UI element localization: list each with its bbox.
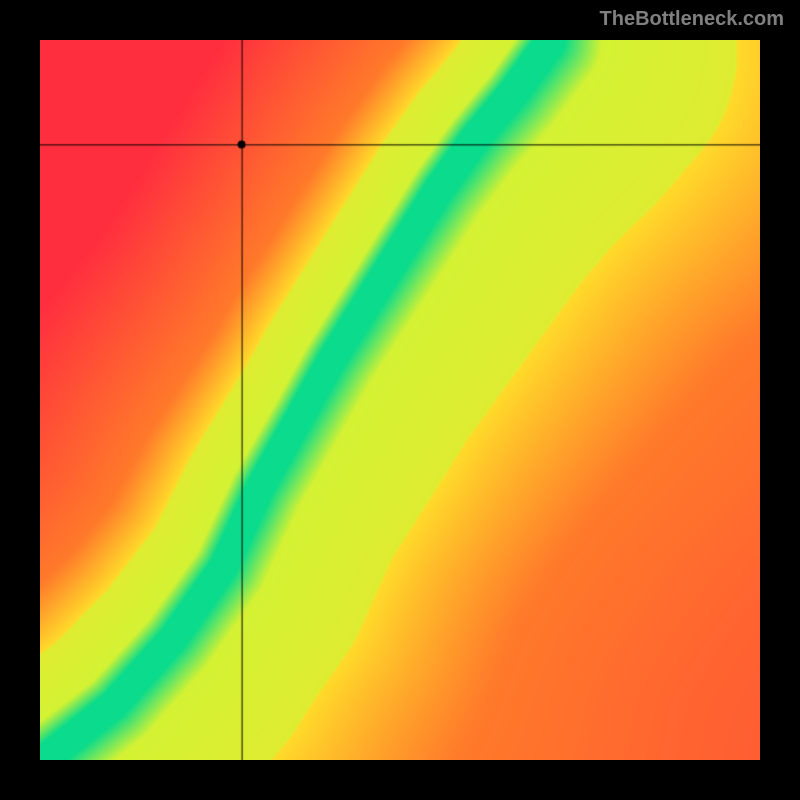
heatmap-chart	[40, 40, 760, 760]
heatmap-canvas	[40, 40, 760, 760]
watermark-text: TheBottleneck.com	[600, 8, 784, 31]
